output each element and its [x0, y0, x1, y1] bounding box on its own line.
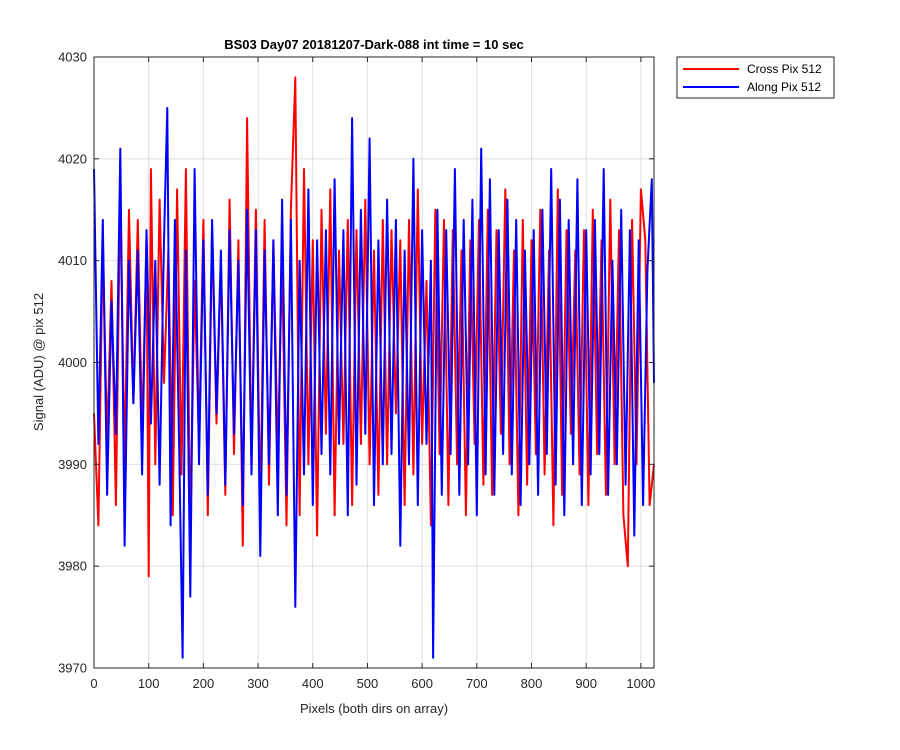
x-tick-label: 1000 [626, 676, 655, 691]
x-tick-label: 100 [138, 676, 160, 691]
x-tick-label: 800 [521, 676, 543, 691]
y-tick-label: 3970 [58, 661, 87, 676]
x-tick-label: 200 [193, 676, 215, 691]
y-tick-label: 4030 [58, 50, 87, 65]
legend-box [676, 56, 835, 99]
x-tick-label: 900 [575, 676, 597, 691]
x-tick-label: 500 [357, 676, 379, 691]
x-tick-label: 400 [302, 676, 324, 691]
x-tick-label: 300 [247, 676, 269, 691]
y-tick-label: 4000 [58, 355, 87, 370]
x-tick-label: 0 [90, 676, 97, 691]
data-lines [93, 76, 655, 659]
y-tick-label: 4010 [58, 253, 87, 268]
legend[interactable]: Cross Pix 512 Along Pix 512 [676, 56, 835, 99]
series-line-along-pix-512 [93, 106, 655, 659]
y-axis-ticks: 3970 3980 3990 4000 4010 4020 4030 [58, 50, 654, 676]
y-axis-label: Signal (ADU) @ pix 512 [31, 293, 46, 431]
x-tick-label: 700 [466, 676, 488, 691]
y-tick-label: 3980 [58, 559, 87, 574]
x-axis-label: Pixels (both dirs on array) [300, 701, 448, 716]
legend-label-along: Along Pix 512 [747, 80, 821, 94]
y-tick-label: 3990 [58, 457, 87, 472]
x-tick-label: 600 [411, 676, 433, 691]
y-tick-label: 4020 [58, 151, 87, 166]
chart-title: BS03 Day07 20181207-Dark-088 int time = … [224, 37, 524, 52]
legend-label-cross: Cross Pix 512 [747, 62, 822, 76]
x-axis-ticks: 0 100 200 300 400 500 600 700 800 900 1000 [90, 57, 655, 691]
